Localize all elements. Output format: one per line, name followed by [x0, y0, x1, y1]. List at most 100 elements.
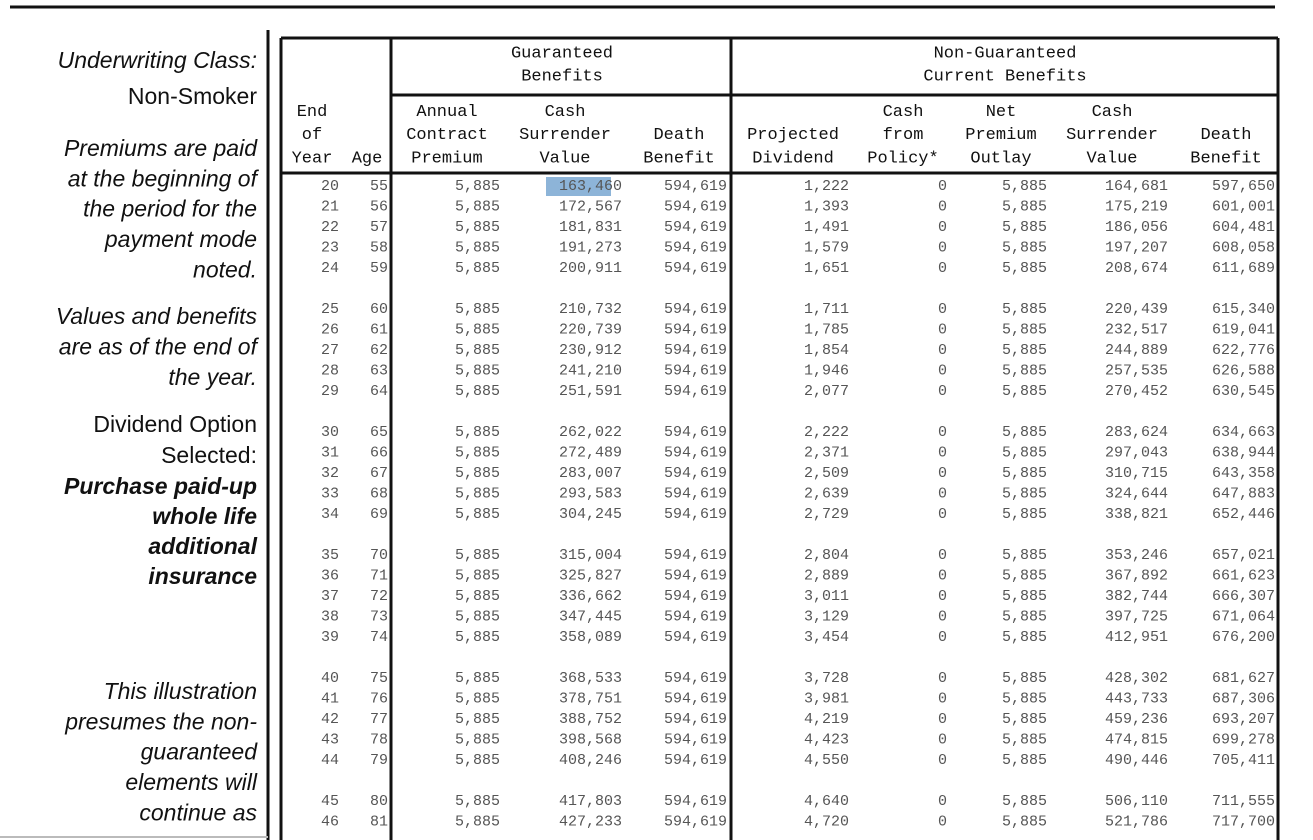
sidebar-text: Non-Smoker	[128, 83, 257, 109]
table-cell: 594,619	[664, 608, 727, 625]
table-cell: 630,545	[1212, 383, 1275, 400]
table-cell: 0	[938, 362, 947, 379]
table-cell: 270,452	[1105, 383, 1168, 400]
sidebar-text: the year.	[168, 364, 257, 390]
column-header: Death	[653, 126, 704, 145]
table-cell: 164,681	[1105, 178, 1168, 195]
table-cell: 79	[370, 752, 388, 769]
table-cell: 293,583	[559, 485, 622, 502]
table-cell: 0	[938, 301, 947, 318]
column-header: Surrender	[1066, 126, 1158, 145]
table-cell: 0	[938, 506, 947, 523]
table-cell: 0	[938, 178, 947, 195]
column-header: Dividend	[752, 149, 834, 168]
sidebar-text: Selected:	[161, 442, 257, 468]
table-cell: 594,619	[664, 588, 727, 605]
table-cell: 5,885	[455, 260, 500, 277]
table-cell: 186,056	[1105, 219, 1168, 236]
table-cell: 5,885	[455, 567, 500, 584]
column-header: Projected	[747, 126, 839, 145]
group-header: Benefits	[521, 67, 603, 86]
table-cell: 594,619	[664, 239, 727, 256]
table-cell: 304,245	[559, 506, 622, 523]
table-cell: 490,446	[1105, 752, 1168, 769]
table-cell: 5,885	[1002, 793, 1047, 810]
table-cell: 0	[938, 342, 947, 359]
table-cell: 2,222	[804, 424, 849, 441]
table-cell: 4,640	[804, 793, 849, 810]
table-cell: 0	[938, 608, 947, 625]
table-cell: 0	[938, 219, 947, 236]
table-cell: 0	[938, 793, 947, 810]
table-cell: 5,885	[455, 465, 500, 482]
table-cell: 26	[321, 321, 339, 338]
table-cell: 5,885	[455, 424, 500, 441]
table-cell: 5,885	[1002, 485, 1047, 502]
table-cell: 230,912	[559, 342, 622, 359]
table-cell: 594,619	[664, 485, 727, 502]
table-cell: 3,981	[804, 690, 849, 707]
table-cell: 23	[321, 239, 339, 256]
sidebar-text: Purchase paid-up	[64, 473, 257, 499]
table-cell: 5,885	[1002, 813, 1047, 830]
table-cell: 398,568	[559, 731, 622, 748]
table-cell: 74	[370, 629, 388, 646]
column-header: End	[297, 103, 328, 122]
table-cell: 1,854	[804, 342, 849, 359]
table-cell: 619,041	[1212, 321, 1275, 338]
table-cell: 297,043	[1105, 444, 1168, 461]
table-cell: 0	[938, 198, 947, 215]
table-cell: 220,439	[1105, 301, 1168, 318]
table-cell: 666,307	[1212, 588, 1275, 605]
table-cell: 5,885	[1002, 239, 1047, 256]
sidebar-text: This illustration	[104, 678, 257, 704]
table-cell: 0	[938, 485, 947, 502]
table-cell: 70	[370, 547, 388, 564]
table-cell: 4,720	[804, 813, 849, 830]
table-cell: 594,619	[664, 362, 727, 379]
column-header: from	[883, 126, 924, 145]
table-cell: 59	[370, 260, 388, 277]
table-cell: 681,627	[1212, 670, 1275, 687]
table-cell: 257,535	[1105, 362, 1168, 379]
table-cell: 417,803	[559, 793, 622, 810]
sidebar-text: whole life	[152, 503, 257, 529]
table-cell: 38	[321, 608, 339, 625]
table-cell: 622,776	[1212, 342, 1275, 359]
table-cell: 443,733	[1105, 690, 1168, 707]
table-cell: 5,885	[1002, 321, 1047, 338]
table-cell: 594,619	[664, 506, 727, 523]
table-cell: 45	[321, 793, 339, 810]
table-cell: 77	[370, 711, 388, 728]
column-header: Net	[986, 103, 1017, 122]
table-cell: 368,533	[559, 670, 622, 687]
table-cell: 27	[321, 342, 339, 359]
column-header: Contract	[406, 126, 488, 145]
table-cell: 336,662	[559, 588, 622, 605]
table-cell: 81	[370, 813, 388, 830]
table-cell: 208,674	[1105, 260, 1168, 277]
group-header: Current Benefits	[923, 67, 1086, 86]
table-cell: 37	[321, 588, 339, 605]
table-cell: 20	[321, 178, 339, 195]
table-cell: 0	[938, 567, 947, 584]
table-cell: 5,885	[455, 608, 500, 625]
table-cell: 0	[938, 690, 947, 707]
table-cell: 63	[370, 362, 388, 379]
table-cell: 62	[370, 342, 388, 359]
sidebar-text: additional	[148, 533, 257, 559]
table-cell: 671,064	[1212, 608, 1275, 625]
table-cell: 594,619	[664, 424, 727, 441]
table-cell: 78	[370, 731, 388, 748]
table-cell: 347,445	[559, 608, 622, 625]
table-cell: 200,911	[559, 260, 622, 277]
sidebar-text: insurance	[148, 563, 257, 589]
group-header: Non-Guaranteed	[934, 44, 1077, 63]
table-cell: 25	[321, 301, 339, 318]
table-cell: 5,885	[1002, 670, 1047, 687]
table-cell: 30	[321, 424, 339, 441]
column-header: Outlay	[970, 149, 1031, 168]
table-cell: 594,619	[664, 793, 727, 810]
table-cell: 60	[370, 301, 388, 318]
